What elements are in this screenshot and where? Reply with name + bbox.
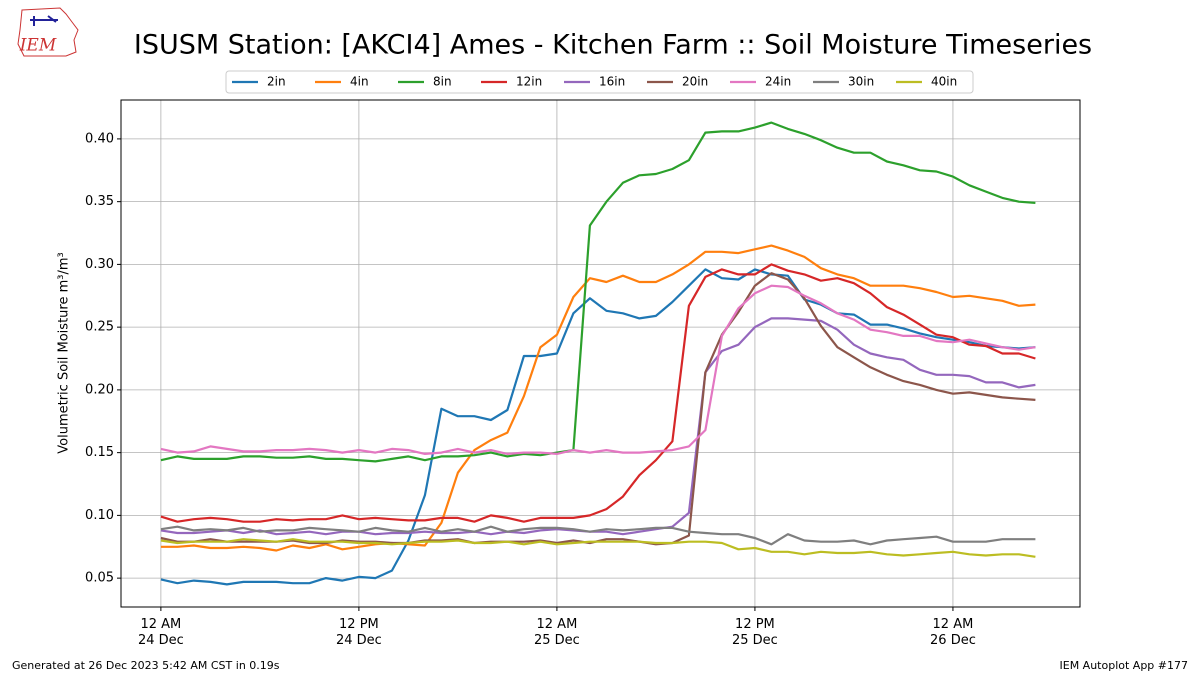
legend: [225, 70, 974, 94]
y-tick-label: 0.35: [85, 194, 114, 209]
y-tick-label: 0.25: [85, 320, 114, 335]
series-line: [160, 244, 1036, 552]
y-tick-label: 0.30: [85, 257, 114, 272]
x-tick-label: 12 AM 26 Dec: [930, 617, 976, 648]
x-tick-label: 12 AM 25 Dec: [534, 617, 580, 648]
legend-label: 30in: [848, 75, 874, 89]
chart-title: ISUSM Station: [AKCI4] Ames - Kitchen Fa…: [134, 30, 1092, 61]
legend-label: 8in: [433, 75, 452, 89]
series-line: [160, 284, 1036, 455]
legend-label: 40in: [931, 75, 957, 89]
y-tick-label: 0.20: [85, 382, 114, 397]
y-tick-label: 0.10: [85, 508, 114, 523]
y-axis-label: Volumetric Soil Moisture m³/m³: [57, 252, 72, 453]
legend-label: 2in: [267, 75, 286, 89]
legend-label: 20in: [682, 75, 708, 89]
x-tick-label: 12 PM 25 Dec: [732, 617, 778, 648]
series-line: [160, 317, 1036, 536]
series-line: [160, 268, 1036, 586]
y-tick-label: 0.05: [85, 571, 114, 586]
legend-label: 12in: [516, 75, 542, 89]
legend-label: 16in: [599, 75, 625, 89]
x-tick-label: 12 AM 24 Dec: [138, 617, 184, 648]
series-line: [160, 121, 1036, 463]
x-tick-label: 12 PM 24 Dec: [336, 617, 382, 648]
y-tick-label: 0.40: [85, 131, 114, 146]
grid: [121, 100, 1080, 607]
legend-label: 4in: [350, 75, 369, 89]
y-tick-label: 0.15: [85, 445, 114, 460]
footer-right: IEM Autoplot App #177: [1060, 659, 1189, 672]
series-line: [160, 538, 1036, 558]
legend-label: 24in: [765, 75, 791, 89]
series-line: [160, 525, 1036, 546]
logo-icon: [30, 15, 58, 26]
series-line: [160, 263, 1036, 523]
logo: IEM: [17, 7, 79, 57]
plot-frame: [120, 99, 1081, 608]
footer-left: Generated at 26 Dec 2023 5:42 AM CST in …: [12, 659, 280, 672]
logo-text: IEM: [19, 36, 57, 56]
